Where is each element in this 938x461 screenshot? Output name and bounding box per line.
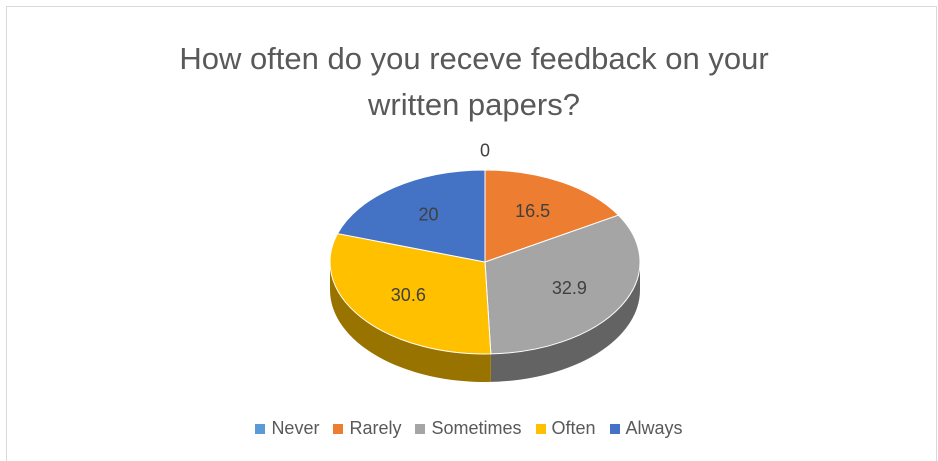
legend-label: Often — [551, 418, 596, 438]
data-label: 0 — [480, 140, 490, 160]
legend-item: Often — [535, 418, 596, 439]
slice — [484, 169, 620, 263]
slice-side — [490, 262, 640, 382]
legend-item: Sometimes — [415, 418, 522, 439]
legend-label: Rarely — [349, 418, 402, 438]
legend-label: Always — [625, 418, 683, 438]
legend: Never Rarely Sometimes Often Always — [0, 418, 938, 439]
slice — [484, 214, 641, 355]
legend-item: Rarely — [333, 418, 401, 439]
legend-label: Sometimes — [431, 418, 522, 438]
legend-swatch — [415, 423, 426, 434]
legend-label: Never — [271, 418, 320, 438]
legend-swatch — [609, 423, 620, 434]
data-label: 16.5 — [515, 201, 550, 221]
data-label: 32.9 — [552, 278, 587, 298]
chart-border — [6, 6, 937, 461]
legend-item: Never — [255, 418, 319, 439]
chart-title: How often do you receve feedback on your… — [179, 41, 769, 122]
legend-swatch — [333, 423, 344, 434]
data-label: 20 — [418, 205, 438, 225]
slice — [336, 169, 486, 263]
legend-swatch — [535, 423, 546, 434]
data-label: 30.6 — [391, 285, 426, 305]
legend-swatch — [255, 423, 266, 434]
slice — [329, 233, 492, 355]
legend-item: Always — [609, 418, 683, 439]
